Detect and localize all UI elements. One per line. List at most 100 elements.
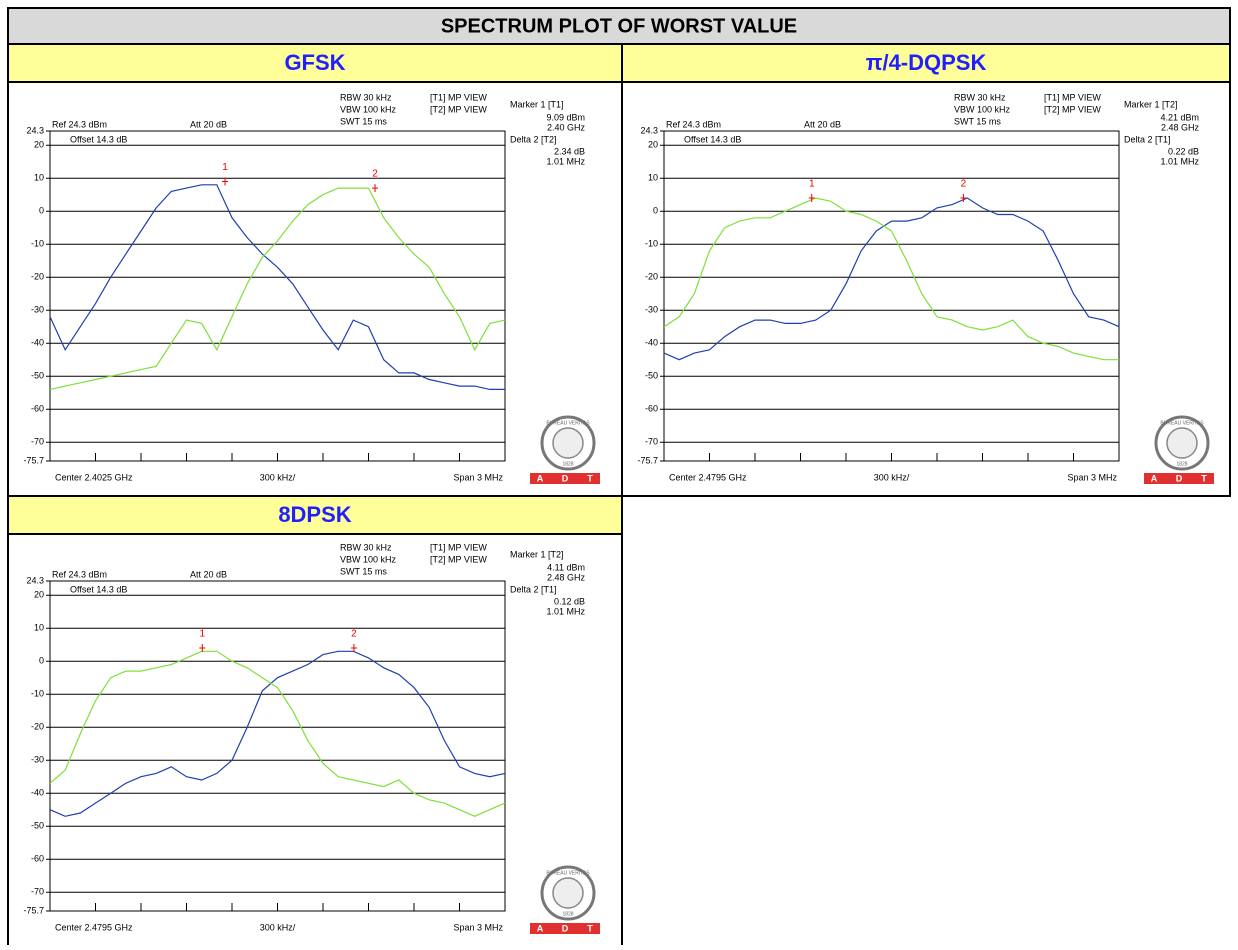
trace [49, 184, 505, 390]
y-tick-label: -60 [645, 404, 658, 414]
y-tick-label: -50 [645, 371, 658, 381]
logo-letter: D [562, 473, 569, 483]
sweep-time: SWT 15 ms [340, 116, 387, 126]
span-per-div: 300 kHz/ [260, 472, 296, 482]
y-tick-label: -70 [31, 887, 44, 897]
logo-letter: A [537, 923, 544, 933]
marker [808, 193, 815, 202]
y-tick-label: -30 [645, 305, 658, 315]
logo-letter: D [562, 923, 569, 933]
attenuation: Att 20 dB [804, 119, 841, 129]
trace-label: [T1] MP VIEW [430, 92, 487, 102]
attenuation: Att 20 dB [190, 569, 227, 579]
heading-cell [7, 495, 623, 535]
y-tick-label: -10 [31, 239, 44, 249]
marker-freq: 2.48 GHz [1161, 122, 1200, 132]
sweep-time: SWT 15 ms [954, 116, 1001, 126]
marker [222, 177, 229, 186]
plot-frame [49, 580, 506, 912]
heading: GFSK [284, 50, 345, 75]
y-tick-label: 20 [648, 140, 658, 150]
marker-label: 1 [809, 179, 815, 190]
title-bar [7, 7, 1231, 45]
logo-letter: A [1151, 473, 1158, 483]
heading: 8DPSK [278, 502, 351, 527]
delta-level: 0.22 dB [1168, 146, 1199, 156]
center-freq: Center 2.4795 GHz [669, 472, 747, 482]
center-freq: Center 2.4025 GHz [55, 472, 133, 482]
y-tick-label: -75.7 [23, 905, 44, 915]
y-tick-label: -10 [645, 239, 658, 249]
seal-text: BUREAU VERITAS [546, 420, 590, 426]
marker-title: Marker 1 [T2] [1124, 99, 1178, 109]
trace-label: [T2] MP VIEW [430, 554, 487, 564]
y-tick-label: 10 [34, 173, 44, 183]
seal-text: BUREAU VERITAS [1160, 420, 1204, 426]
delta-freq: 1.01 MHz [546, 606, 585, 616]
marker-freq: 2.48 GHz [547, 572, 586, 582]
y-tick-label: 20 [34, 140, 44, 150]
span: Span 3 MHz [453, 922, 503, 932]
y-tick-label: 0 [653, 206, 658, 216]
marker-label: 2 [961, 179, 967, 190]
attenuation: Att 20 dB [190, 119, 227, 129]
heading: π/4-DQPSK [866, 50, 987, 75]
vbw: VBW 100 kHz [954, 104, 1011, 114]
sweep-time: SWT 15 ms [340, 566, 387, 576]
marker-label: 2 [372, 169, 378, 180]
center-freq: Center 2.4795 GHz [55, 922, 133, 932]
logo-letter: T [587, 473, 593, 483]
marker [960, 193, 967, 202]
span-per-div: 300 kHz/ [874, 472, 910, 482]
marker-label: 1 [222, 162, 228, 173]
delta-title: Delta 2 [T1] [1124, 134, 1171, 144]
span-per-div: 300 kHz/ [260, 922, 296, 932]
vbw: VBW 100 kHz [340, 104, 397, 114]
y-tick-label: -70 [645, 437, 658, 447]
marker [372, 184, 379, 193]
ref-level: Ref 24.3 dBm [52, 119, 107, 129]
seal-inner [1166, 427, 1198, 459]
trace-label: [T2] MP VIEW [1044, 104, 1101, 114]
y-tick-label: -10 [31, 689, 44, 699]
seal-year: 1828 [1176, 461, 1187, 467]
seal-year: 1828 [562, 461, 573, 467]
trace [49, 187, 506, 390]
y-tick-label: 0 [39, 656, 44, 666]
plot-cell [7, 81, 623, 497]
rbw: RBW 30 kHz [954, 92, 1006, 102]
y-tick-label: 24.3 [640, 125, 658, 135]
ref-level: Ref 24.3 dBm [666, 119, 721, 129]
y-tick-label: -20 [31, 272, 44, 282]
marker-freq: 2.40 GHz [547, 122, 586, 132]
y-tick-label: -30 [31, 755, 44, 765]
delta-freq: 1.01 MHz [546, 156, 585, 166]
trace [49, 650, 506, 817]
y-tick-label: -30 [31, 305, 44, 315]
logo-box [530, 923, 600, 934]
marker [199, 643, 206, 652]
y-tick-label: -50 [31, 821, 44, 831]
marker-level: 9.09 dBm [546, 112, 585, 122]
delta-level: 2.34 dB [554, 146, 585, 156]
logo-box [1144, 473, 1214, 484]
y-tick-label: 24.3 [26, 575, 44, 585]
seal-inner [552, 427, 584, 459]
seal-text: BUREAU VERITAS [546, 870, 590, 876]
marker [350, 643, 357, 652]
delta-level: 0.12 dB [554, 596, 585, 606]
cell-border [7, 534, 623, 945]
y-tick-label: 20 [34, 590, 44, 600]
y-tick-label: -20 [31, 722, 44, 732]
logo-letter: D [1176, 473, 1183, 483]
trace [663, 197, 1119, 361]
y-tick-label: -75.7 [637, 455, 658, 465]
seal-inner [552, 877, 584, 909]
trace-label: [T1] MP VIEW [1044, 92, 1101, 102]
y-tick-label: -50 [31, 371, 44, 381]
seal-year: 1828 [562, 911, 573, 917]
y-tick-label: -75.7 [23, 455, 44, 465]
y-tick-label: -40 [31, 788, 44, 798]
